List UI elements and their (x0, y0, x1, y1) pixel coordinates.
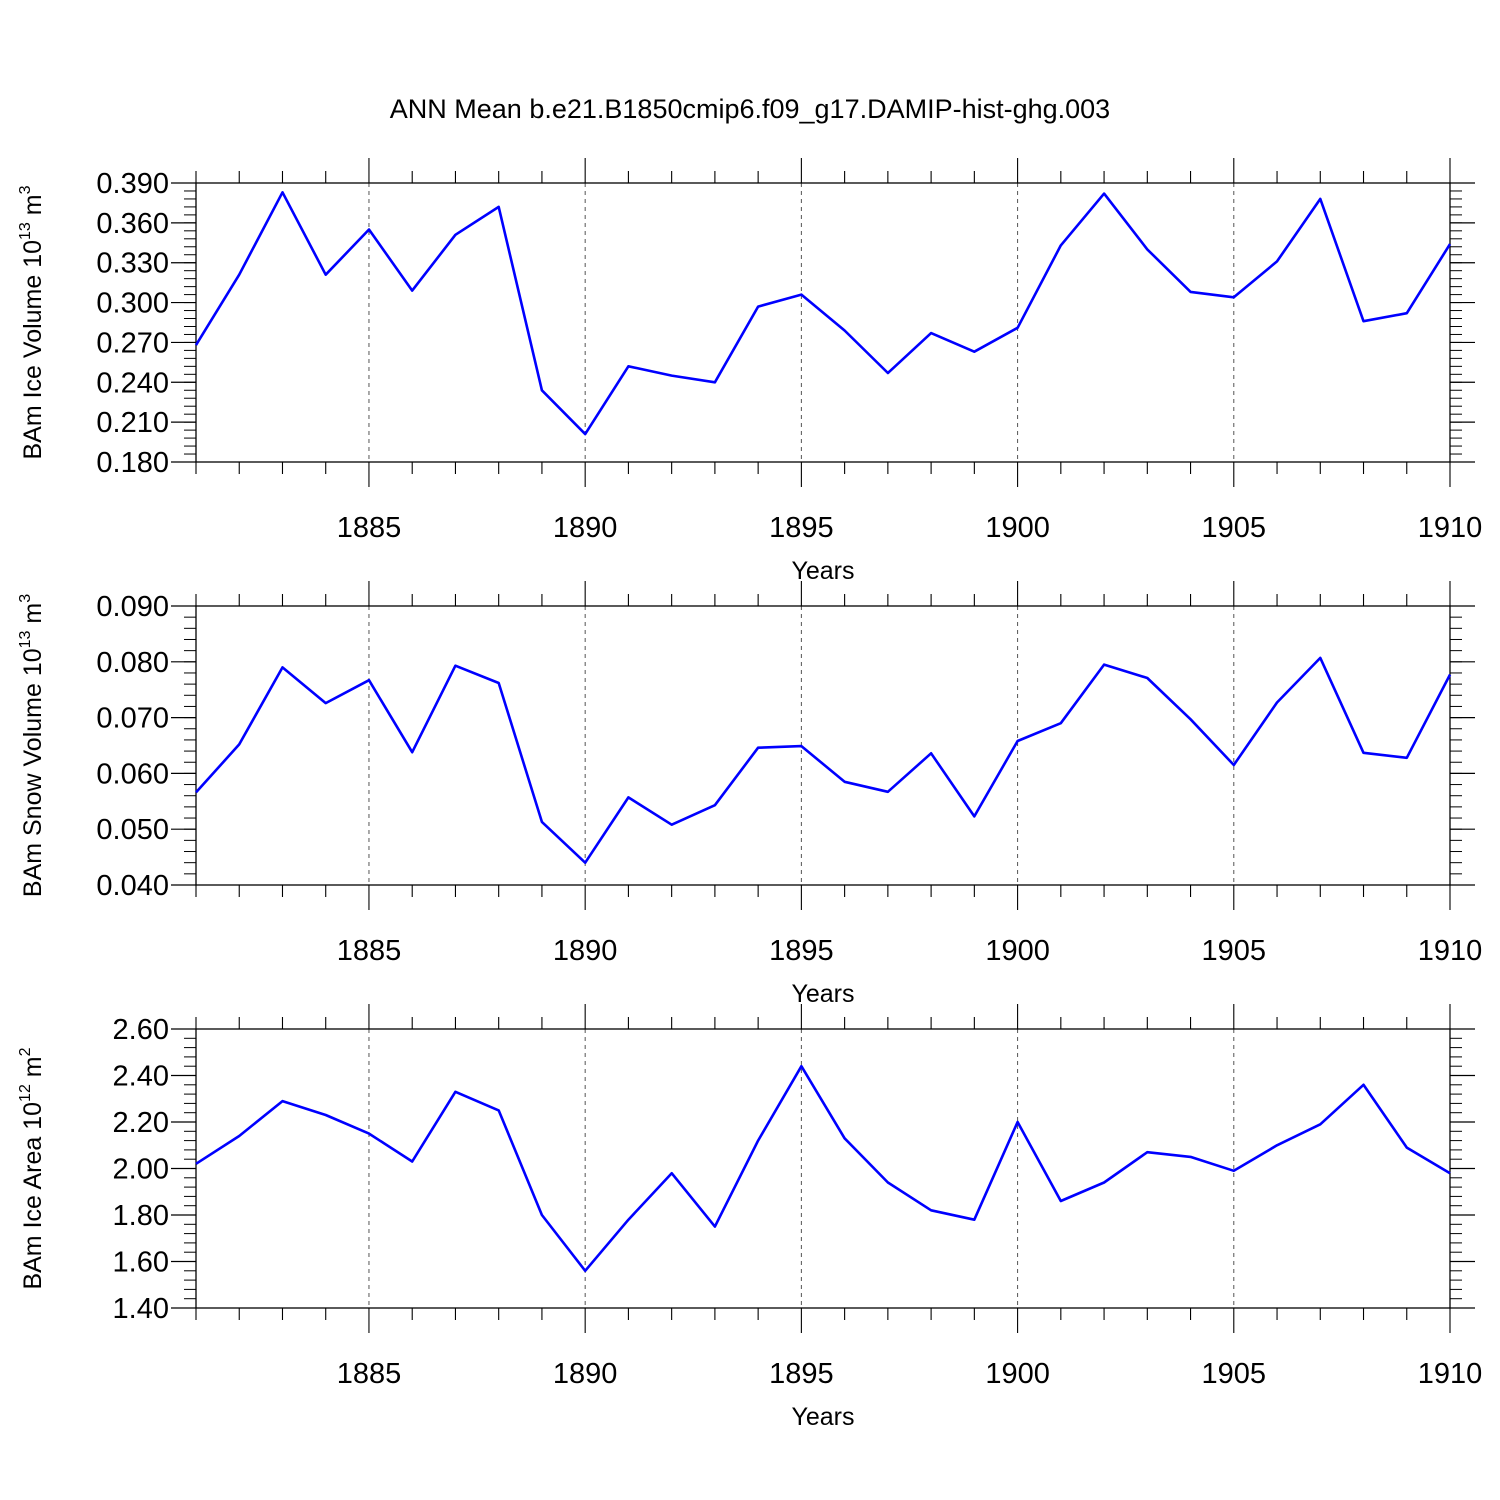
y-tick-label: 2.60 (113, 1014, 169, 1046)
chart-title: ANN Mean b.e21.B1850cmip6.f09_g17.DAMIP-… (390, 94, 1110, 124)
y-tick-label: 0.390 (96, 168, 169, 200)
y-tick-label: 0.070 (96, 703, 169, 735)
y-tick-label: 2.00 (113, 1154, 169, 1186)
x-tick-label: 1910 (1418, 935, 1483, 967)
series-line-1 (194, 191, 1452, 436)
y-tick-label: 0.210 (96, 407, 169, 439)
y-tick-label: 0.040 (96, 870, 169, 902)
x-tick-label: 1895 (769, 935, 834, 967)
y-tick-label: 0.080 (96, 647, 169, 679)
x-tick-label: 1905 (1202, 935, 1267, 967)
series-line-1 (195, 1064, 1451, 1273)
x-axis-label: Years (791, 557, 854, 585)
x-tick-label: 1895 (769, 1358, 834, 1390)
y-tick-label: 1.80 (113, 1200, 169, 1232)
panels: 0.180 0.210 0.240 0.270 0.300 0.330 0.360 0.390… (17, 158, 1482, 1431)
x-tick-label: 1885 (337, 1358, 402, 1390)
x-tick-label: 1900 (985, 512, 1050, 544)
x-tick-label: 1905 (1202, 1358, 1267, 1390)
chart-panel-1: 0.180 0.210 0.240 0.270 0.300 0.330 0.360 0.390… (17, 158, 1482, 585)
plot-frame (195, 1028, 1451, 1309)
y-axis-label: BAm Ice Volume 1013 m3 (17, 185, 47, 459)
series-line-1 (195, 656, 1452, 865)
x-tick-label: 1890 (553, 1358, 618, 1390)
y-tick-label: 1.40 (113, 1293, 169, 1325)
y-tick-label: 0.090 (96, 591, 169, 623)
y-tick-label: 0.360 (96, 208, 169, 240)
y-axis-label: BAm Snow Volume 1013 m3 (17, 594, 47, 897)
y-tick-label: 2.20 (113, 1107, 169, 1139)
y-tick-label: 0.060 (96, 758, 169, 790)
plot-frame (195, 605, 1451, 886)
y-tick-label: 0.270 (96, 327, 169, 359)
x-axis-label: Years (791, 980, 854, 1008)
chart-panel-2: 0.040 0.050 0.060 0.070 0.080 0.090 1885 1890 18… (17, 581, 1482, 1008)
x-tick-label: 1910 (1418, 1358, 1483, 1390)
y-tick-label: 0.180 (96, 447, 169, 479)
x-tick-label: 1895 (769, 512, 834, 544)
y-tick-label: 0.240 (96, 367, 169, 399)
x-tick-label: 1900 (985, 935, 1050, 967)
x-tick-label: 1910 (1418, 512, 1483, 544)
y-tick-label: 0.330 (96, 248, 169, 280)
y-tick-label: 0.050 (96, 814, 169, 846)
plot-frame (195, 182, 1451, 463)
y-axis-label: BAm Ice Area 1012 m2 (17, 1047, 47, 1289)
y-tick-label: 0.300 (96, 288, 169, 320)
x-tick-label: 1885 (337, 935, 402, 967)
x-tick-label: 1890 (553, 512, 618, 544)
chart-panel-3: 1.40 1.60 1.80 2.00 2.20 2.40 2.60 1885 1890 1895… (17, 1004, 1482, 1431)
x-tick-label: 1900 (985, 1358, 1050, 1390)
x-tick-label: 1890 (553, 935, 618, 967)
x-axis-label: Years (791, 1403, 854, 1431)
x-tick-label: 1885 (337, 512, 402, 544)
y-tick-label: 1.60 (113, 1247, 169, 1279)
y-tick-label: 2.40 (113, 1061, 169, 1093)
x-tick-label: 1905 (1202, 512, 1267, 544)
